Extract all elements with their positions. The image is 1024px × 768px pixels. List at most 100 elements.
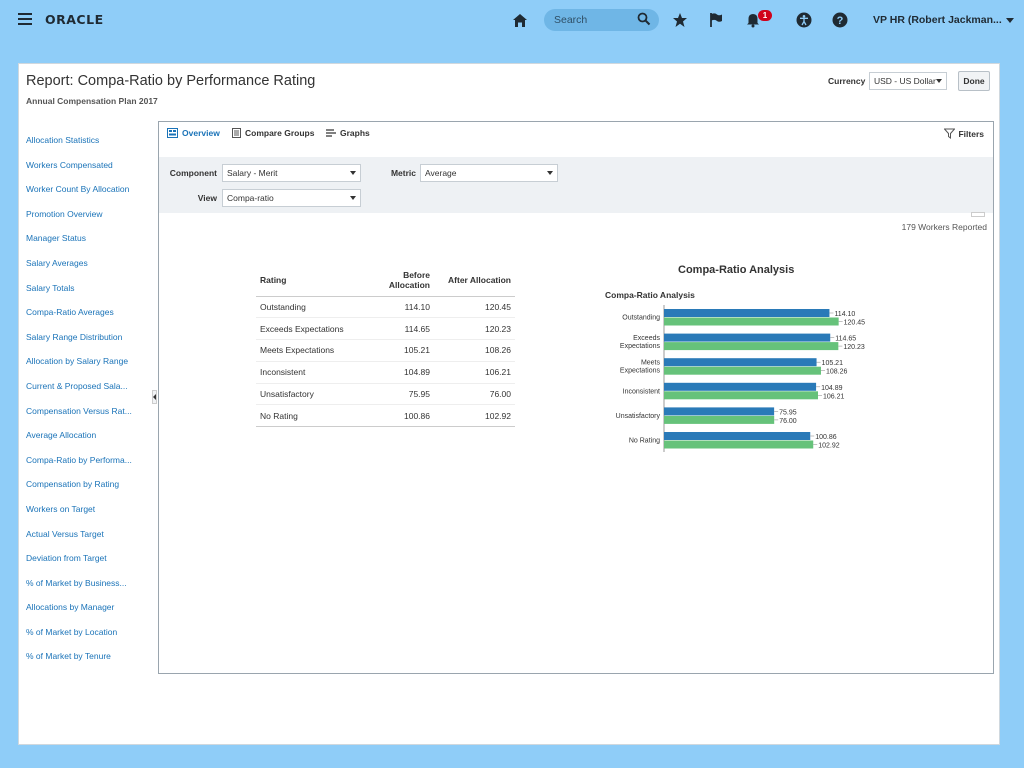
category-label: Outstanding [622,315,660,322]
page-subtitle: Annual Compensation Plan 2017 [26,96,158,106]
sidebar-item[interactable]: Average Allocation [26,430,97,441]
collapse-sidebar-handle[interactable] [152,390,157,404]
tab-compare-groups[interactable]: Compare Groups [232,128,314,138]
chart-inner-title: Compa-Ratio Analysis [605,290,695,300]
sidebar-item[interactable]: Compensation Versus Rat... [26,405,132,416]
sidebar-item[interactable]: Compensation by Rating [26,479,120,490]
bar-before-allocation [664,432,811,440]
done-button[interactable]: Done [958,71,990,91]
column-header-rating[interactable]: Rating [256,265,366,297]
table-row: Inconsistent 104.89 106.21 [256,361,515,384]
currency-select[interactable]: USD - US Dollar [869,72,947,90]
rating-cell: No Rating [256,404,366,428]
bar-after-allocation [664,391,819,400]
hamburger-menu-icon[interactable] [18,13,32,25]
sidebar-item[interactable]: Workers Compensated [26,159,113,170]
view-select[interactable]: Compa-ratio [222,189,361,207]
bar-after-allocation [664,415,775,424]
category-label: Inconsistent [623,388,660,395]
category-label: Expectations [620,368,661,375]
rating-cell: Unsatisfactory [256,383,366,406]
filters-button[interactable]: Filters [944,128,984,139]
dropdown-arrow-icon [350,196,356,200]
sidebar-item[interactable]: % of Market by Business... [26,577,127,588]
oracle-logo: ORACLE [45,12,104,27]
sidebar-item[interactable]: Current & Proposed Sala... [26,380,128,391]
bar-before-allocation [664,333,831,342]
notifications-bell-icon[interactable] [744,11,762,29]
column-header-before-allocation[interactable]: Before Allocation [366,265,436,297]
home-icon[interactable] [511,11,529,29]
data-label: 108.26 [826,369,848,376]
data-label: 104.89 [821,385,843,392]
sidebar-item[interactable]: Allocation by Salary Range [26,356,129,367]
before-allocation-cell: 105.21 [366,339,436,362]
sidebar-item[interactable]: Workers on Target [26,503,96,514]
tab-overview[interactable]: Overview [167,128,220,138]
help-icon[interactable]: ? [831,11,849,29]
after-allocation-cell: 106.21 [436,361,515,384]
category-label: Unsatisfactory [616,413,661,420]
before-allocation-cell: 114.65 [366,317,436,341]
dropdown-arrow-icon [547,171,553,175]
rating-cell: Outstanding [256,296,366,319]
tab-graphs[interactable]: Graphs [326,128,370,138]
column-header-after-allocation[interactable]: After Allocation [436,265,515,297]
user-menu[interactable]: VP HR (Robert Jackman... [873,14,1014,26]
sidebar-item[interactable]: Allocation Statistics [26,135,100,145]
before-allocation-cell: 100.86 [366,404,436,428]
component-select[interactable]: Salary - Merit [222,164,361,182]
currency-label: Currency [828,76,866,86]
before-allocation-cell: 114.10 [366,296,436,319]
global-search-box [544,9,659,31]
accessibility-icon[interactable] [795,11,813,29]
watchlist-flag-icon[interactable] [707,11,725,29]
sidebar-item[interactable]: Compa-Ratio by Performa... [26,454,132,465]
scroll-indicator[interactable] [971,212,985,217]
bar-before-allocation [664,407,775,416]
category-label: Meets [641,360,661,367]
sidebar-item[interactable]: Actual Versus Target [26,528,104,539]
sidebar-item[interactable]: Allocations by Manager [26,602,115,613]
component-label: Component [169,168,217,178]
bar-after-allocation [664,366,821,375]
sidebar-item[interactable]: Promotion Overview [26,208,103,219]
before-allocation-cell: 75.95 [366,383,436,406]
rating-cell: Exceeds Expectations [256,317,366,341]
sidebar-item[interactable]: Compa-Ratio Averages [26,307,114,318]
data-label: 120.45 [844,320,866,327]
sidebar-item[interactable]: Salary Totals [26,282,75,293]
report-panel: Report: Compa-Ratio by Performance Ratin… [18,63,1000,745]
after-allocation-cell: 76.00 [436,383,515,406]
data-label: 76.00 [779,418,797,425]
data-label: 120.23 [843,344,865,351]
view-tabs: Overview Compare Groups Graphs Filters [159,122,993,157]
dropdown-arrow-icon [936,79,942,83]
sidebar-item[interactable]: Salary Averages [26,257,88,268]
favorites-star-icon[interactable] [671,11,689,29]
sidebar-item[interactable]: Deviation from Target [26,553,107,564]
sidebar-item[interactable]: Salary Range Distribution [26,331,123,342]
overview-icon [167,128,178,138]
compare-groups-icon [232,128,241,138]
before-allocation-cell: 104.89 [366,361,436,384]
notification-count-badge: 1 [758,10,772,21]
search-icon[interactable] [637,12,651,31]
report-list-sidebar: Allocation Statistics Workers Compensated… [26,130,151,671]
sidebar-item[interactable]: % of Market by Location [26,626,118,637]
bar-after-allocation [664,317,839,326]
data-label: 114.10 [834,311,855,318]
table-row: No Rating 100.86 102.92 [256,404,515,428]
sidebar-item[interactable]: % of Market by Tenure [26,651,111,662]
bar-before-allocation [664,382,817,391]
metric-select[interactable]: Average [420,164,558,182]
dropdown-arrow-icon [350,171,356,175]
rating-cell: Inconsistent [256,361,366,384]
sidebar-item[interactable]: Manager Status [26,233,87,244]
compa-ratio-table: Rating Before Allocation After Allocatio… [256,265,515,428]
category-label: Expectations [620,343,661,350]
after-allocation-cell: 120.23 [436,317,515,341]
sidebar-item[interactable]: Worker Count By Allocation [26,184,130,195]
search-input[interactable] [554,14,639,26]
after-allocation-cell: 120.45 [436,296,515,319]
